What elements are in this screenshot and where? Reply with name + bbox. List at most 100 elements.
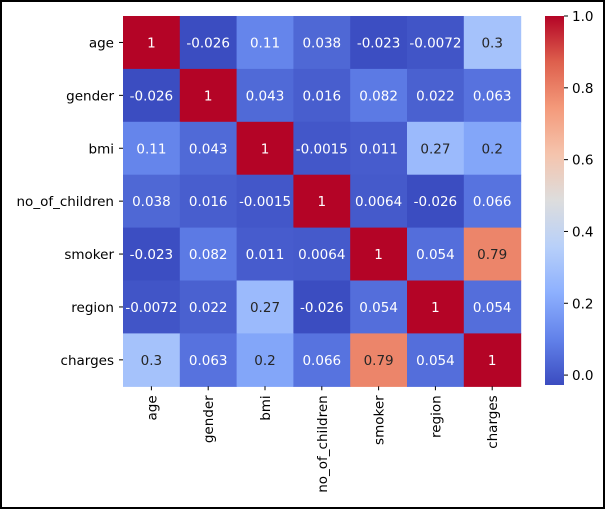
- cell-annotation: 0.066: [473, 194, 512, 210]
- y-tick-label: charges: [61, 353, 114, 369]
- heatmap-cell-bmi-gender: [179, 121, 238, 176]
- y-tick-label: gender: [66, 88, 114, 104]
- colorbar-tick-label: 0.8: [572, 81, 593, 97]
- heatmap-cell-gender-no_of_children: [293, 68, 351, 123]
- cell-annotation: 0.038: [302, 35, 341, 51]
- cell-annotation: -0.023: [357, 35, 401, 51]
- colorbar-tick-label: 1.0: [572, 9, 593, 25]
- cell-annotation: 0.038: [132, 194, 171, 210]
- heatmap-cell-age-age: [123, 16, 181, 70]
- heatmap-cell-smoker-no_of_children: [293, 227, 351, 282]
- cell-annotation: 1: [431, 300, 440, 316]
- heatmap-annotations: 1 -0.026 0.11 0.038 -0.023 -0.0072 0.3 -0.026 1 0…: [125, 35, 511, 368]
- x-tick-label: smoker: [372, 395, 388, 445]
- heatmap-cell-region-no_of_children: [293, 280, 351, 334]
- cell-annotation: 0.0064: [355, 194, 402, 210]
- colorbar-gradient: [545, 16, 564, 385]
- y-tick-label: age: [89, 35, 114, 51]
- heatmap-cell-smoker-region: [407, 227, 465, 282]
- heatmap-cell-region-region: [407, 280, 465, 334]
- heatmap-cell-gender-age: [123, 68, 181, 123]
- x-tick-label: bmi: [258, 395, 274, 420]
- heatmap-cell-charges-bmi: [236, 333, 294, 387]
- cell-annotation: 0.054: [473, 300, 512, 316]
- heatmap-cell-charges-gender: [179, 333, 238, 387]
- cell-annotation: 0.022: [416, 88, 455, 104]
- cell-annotation: 0.3: [141, 353, 162, 369]
- x-tick-label: region: [428, 395, 444, 438]
- cell-annotation: 0.27: [250, 300, 280, 316]
- heatmap-cell-gender-smoker: [350, 68, 408, 123]
- cell-annotation: 0.3: [481, 35, 502, 51]
- heatmap-cell-smoker-charges: [463, 227, 522, 282]
- heatmap-cell-bmi-charges: [463, 121, 522, 176]
- y-tick-label: smoker: [64, 247, 114, 263]
- heatmap-cell-charges-region: [407, 333, 465, 387]
- heatmap-cell-age-smoker: [350, 16, 408, 70]
- heatmap-cell-no_of_children-charges: [463, 174, 522, 229]
- cell-annotation: -0.0072: [125, 300, 177, 316]
- cell-annotation: 1: [374, 247, 383, 263]
- cell-annotation: -0.0015: [239, 194, 291, 210]
- x-tick-label: no_of_children: [315, 395, 331, 493]
- y-tick-label: bmi: [89, 141, 114, 157]
- heatmap-cell-region-age: [123, 280, 181, 334]
- heatmap-cell-gender-bmi: [236, 68, 294, 123]
- cell-annotation: -0.0072: [409, 35, 461, 51]
- cell-annotation: -0.026: [414, 194, 458, 210]
- cell-annotation: 0.011: [246, 247, 285, 263]
- cell-annotation: 0.022: [189, 300, 228, 316]
- heatmap-cell-smoker-bmi: [236, 227, 294, 282]
- heatmap-cell-age-region: [407, 16, 465, 70]
- cell-annotation: 1: [204, 88, 213, 104]
- x-tick-label: charges: [485, 395, 501, 448]
- heatmap-cell-gender-charges: [463, 68, 522, 123]
- cell-annotation: 1: [261, 141, 270, 157]
- cell-annotation: 1: [318, 194, 327, 210]
- heatmap-cell-gender-region: [407, 68, 465, 123]
- heatmap-cell-no_of_children-gender: [179, 174, 238, 229]
- heatmap-cell-smoker-age: [123, 227, 181, 282]
- cell-annotation: 0.0064: [298, 247, 345, 263]
- cell-annotation: 0.016: [302, 88, 341, 104]
- heatmap-cell-no_of_children-bmi: [236, 174, 294, 229]
- y-tick-label: no_of_children: [17, 194, 115, 210]
- heatmap-cell-no_of_children-smoker: [350, 174, 408, 229]
- heatmap-cell-charges-charges: [463, 333, 522, 387]
- heatmap-cell-region-smoker: [350, 280, 408, 334]
- cell-annotation: 0.27: [420, 141, 450, 157]
- cell-annotation: 0.054: [416, 247, 455, 263]
- cell-annotation: 0.79: [477, 247, 507, 263]
- heatmap-cell-bmi-region: [407, 121, 465, 176]
- colorbar-tick-label: 0.2: [572, 296, 593, 312]
- heatmap-cells: [123, 16, 522, 387]
- cell-annotation: 0.054: [359, 300, 398, 316]
- heatmap-cell-bmi-no_of_children: [293, 121, 351, 176]
- heatmap-cell-charges-smoker: [350, 333, 408, 387]
- colorbar-tick-label: 0.6: [572, 153, 593, 169]
- colorbar-tick-label: 0.4: [572, 224, 593, 240]
- cell-annotation: 0.2: [481, 141, 502, 157]
- cell-annotation: 1: [488, 353, 497, 369]
- cell-annotation: -0.026: [300, 300, 344, 316]
- heatmap-cell-age-gender: [179, 16, 238, 70]
- x-axis-tick-labels: age gender bmi no_of_children smoker region ch…: [144, 386, 501, 493]
- cell-annotation: -0.026: [186, 35, 230, 51]
- heatmap-cell-smoker-gender: [179, 227, 238, 282]
- heatmap-cell-charges-no_of_children: [293, 333, 351, 387]
- heatmap-cell-smoker-smoker: [350, 227, 408, 282]
- x-tick-label: gender: [201, 395, 217, 443]
- cell-annotation: 0.79: [364, 353, 394, 369]
- heatmap-cell-no_of_children-age: [123, 174, 181, 229]
- heatmap-cell-no_of_children-no_of_children: [293, 174, 351, 229]
- cell-annotation: -0.0015: [296, 141, 348, 157]
- x-tick-label: age: [144, 395, 160, 420]
- heatmap-cell-charges-age: [123, 333, 181, 387]
- cell-annotation: 0.054: [416, 353, 455, 369]
- cell-annotation: 0.063: [473, 88, 512, 104]
- heatmap-cell-age-charges: [463, 16, 522, 70]
- cell-annotation: 0.063: [189, 353, 228, 369]
- cell-annotation: 0.082: [359, 88, 398, 104]
